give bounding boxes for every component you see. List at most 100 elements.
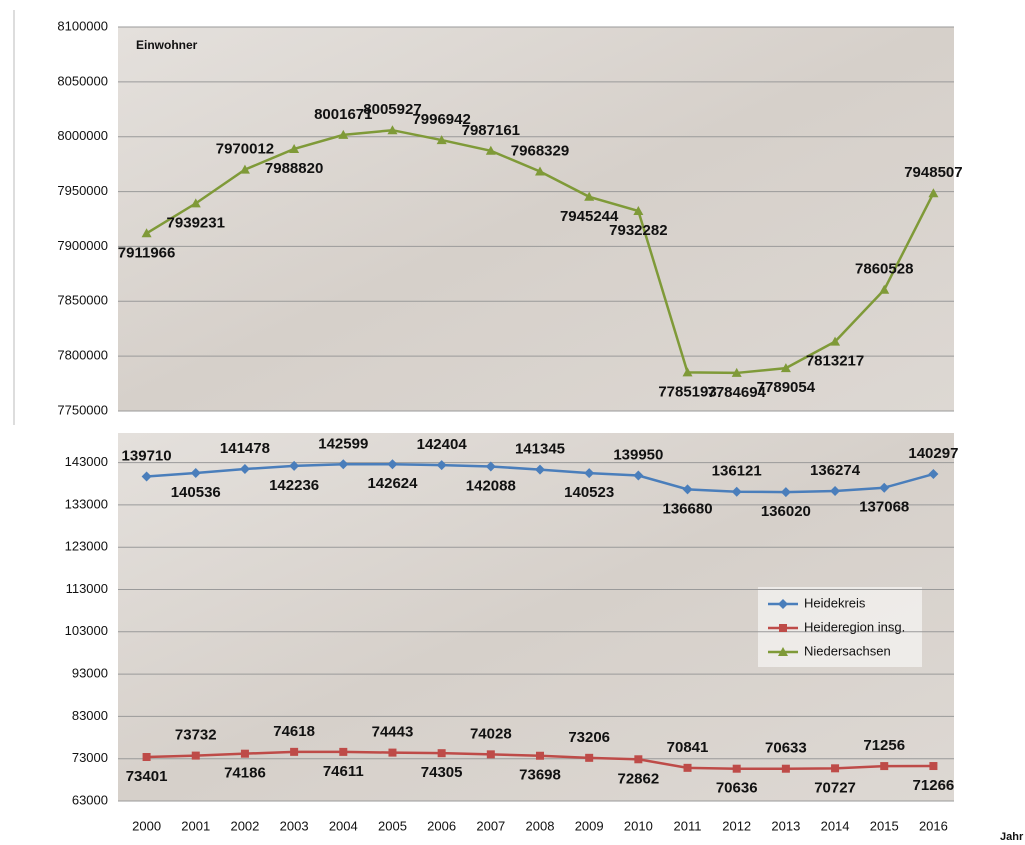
marker [584,191,595,201]
data-label: 73698 [519,767,561,784]
data-label: 7789054 [757,379,816,396]
data-label: 8001671 [314,106,372,123]
marker [929,762,938,771]
data-label: 72862 [617,770,659,787]
data-label: 140536 [171,484,221,501]
x-tick-label: 2013 [771,818,800,833]
x-tick-label: 2003 [280,818,309,833]
y-tick-label: 143000 [65,454,108,469]
marker [928,469,939,480]
x-tick-label: 2008 [526,818,555,833]
data-label: 7932282 [609,222,667,239]
legend-label: Heidekreis [804,595,866,610]
x-tick-label: 2015 [870,818,899,833]
marker [780,487,791,498]
marker [190,468,201,479]
marker [830,486,841,497]
y-tick-label: 7950000 [57,183,108,198]
marker [141,471,152,482]
x-tick-label: 2011 [674,818,702,833]
marker [633,470,644,481]
marker [338,459,349,470]
data-label: 136020 [761,503,811,520]
data-label: 7911966 [118,244,176,261]
y-tick-label: 7750000 [57,402,108,417]
y-tick-label: 8100000 [57,18,108,33]
data-label: 136680 [662,500,712,517]
x-tick-label: 2006 [427,818,456,833]
data-label: 7860528 [855,261,913,278]
marker [535,464,545,475]
data-label: 7988820 [265,160,323,177]
y-tick-label: 113000 [66,581,108,596]
marker [290,747,299,756]
data-label: 74028 [470,725,512,742]
data-label: 71256 [863,737,905,754]
data-label: 142624 [367,475,418,492]
data-label: 7939231 [167,214,225,231]
data-label: 74443 [372,724,414,741]
marker [880,762,889,771]
data-label: 73401 [126,768,168,785]
marker [485,145,496,155]
data-label: 71266 [913,777,955,794]
marker [536,751,544,760]
data-label: 74186 [224,765,266,782]
marker [190,198,201,208]
data-label: 74305 [421,764,463,781]
marker [388,748,397,757]
data-label: 139710 [122,447,172,464]
x-tick-label: 2007 [476,818,505,833]
data-label: 7813217 [806,353,864,370]
data-label: 142088 [466,477,516,494]
data-label: 70841 [667,739,709,756]
data-label: 141345 [515,441,565,458]
data-label: 7968329 [511,142,569,159]
y-tick-label: 7850000 [57,293,108,308]
marker [585,753,594,762]
marker [682,367,693,377]
data-label: 7948507 [904,164,962,181]
y-tick-label: 63000 [72,792,108,807]
marker [289,143,300,153]
marker [289,460,300,471]
y-tick-label: 7900000 [57,238,108,253]
x-tick-label: 2010 [624,818,653,833]
data-label: 74618 [273,723,315,740]
x-axis-label: Jahr [1000,831,1024,843]
marker [780,363,791,373]
data-label: 70727 [814,779,856,796]
legend-label: Niedersachsen [804,643,891,658]
y-tick-label: 8050000 [57,73,108,88]
y-tick-label: 133000 [65,496,108,511]
data-label: 141478 [220,440,270,457]
data-label: 7987161 [462,122,520,139]
marker [437,749,446,758]
data-label: 142599 [318,435,368,452]
data-label: 142236 [269,477,319,494]
marker [191,751,200,760]
y-tick-label: 103000 [65,623,108,638]
marker [239,164,250,174]
x-tick-label: 2001 [181,818,210,833]
marker [781,764,790,773]
data-label: 7996942 [412,111,470,128]
marker [142,753,151,762]
x-tick-label: 2014 [821,818,850,833]
data-label: 136121 [712,463,762,480]
plot-background [118,27,954,411]
data-label: 137068 [859,499,909,516]
y-tick-label: 8000000 [57,128,108,143]
marker [732,764,741,773]
marker [436,135,447,145]
legend-label: Heideregion insg. [804,619,905,634]
marker [683,763,692,772]
data-label: 136274 [810,462,861,479]
marker [339,747,348,756]
marker [879,482,890,493]
marker [731,486,742,497]
marker [584,468,595,479]
marker [486,750,495,759]
marker [682,484,693,495]
